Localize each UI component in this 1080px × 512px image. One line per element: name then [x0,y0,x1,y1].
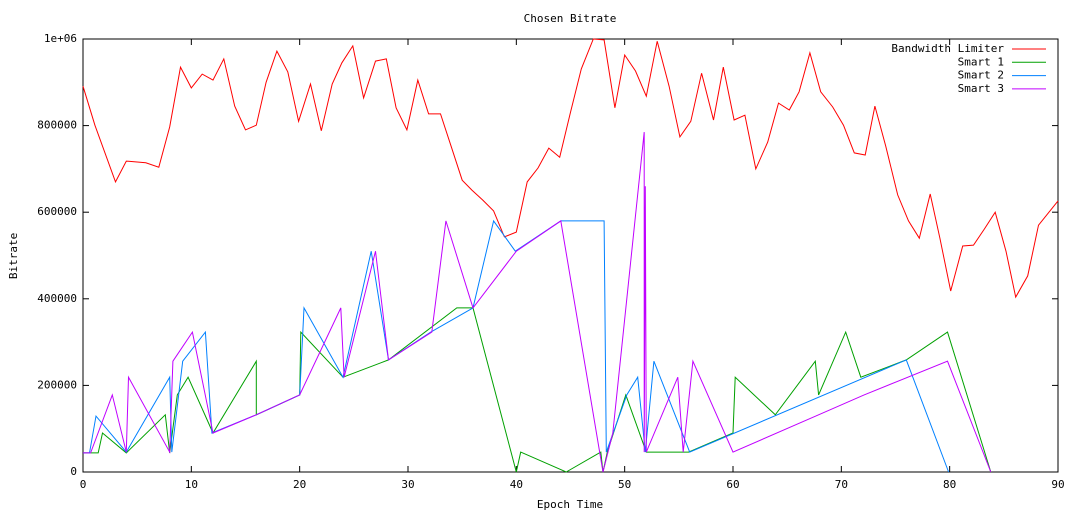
y-tick-label: 400000 [37,292,77,305]
x-tick-label: 10 [185,478,198,491]
x-tick-label: 70 [835,478,848,491]
series-line [83,307,992,473]
series-line [82,38,1059,299]
x-tick-label: 0 [80,478,87,491]
x-tick-label: 60 [726,478,739,491]
x-axis-label: Epoch Time [537,498,603,511]
legend-label: Smart 1 [958,55,1004,68]
y-tick-label: 1e+06 [44,32,77,45]
x-tick-label: 20 [293,478,306,491]
y-tick-label: 600000 [37,205,77,218]
series-line [83,219,950,473]
x-tick-label: 50 [618,478,631,491]
chart-title: Chosen Bitrate [524,12,617,25]
y-tick-label: 0 [70,465,77,478]
y-axis-label: Bitrate [7,233,20,279]
legend-label: Smart 3 [958,82,1004,95]
legend-label: Smart 2 [958,69,1004,82]
x-tick-label: 40 [510,478,523,491]
x-tick-label: 80 [943,478,956,491]
y-tick-label: 800000 [37,119,77,132]
plot-frame [82,38,1059,473]
y-tick-label: 200000 [37,378,77,391]
series-line [83,132,992,473]
legend-label: Bandwidth Limiter [891,42,1004,55]
x-tick-label: 30 [401,478,414,491]
x-tick-label: 90 [1051,478,1064,491]
